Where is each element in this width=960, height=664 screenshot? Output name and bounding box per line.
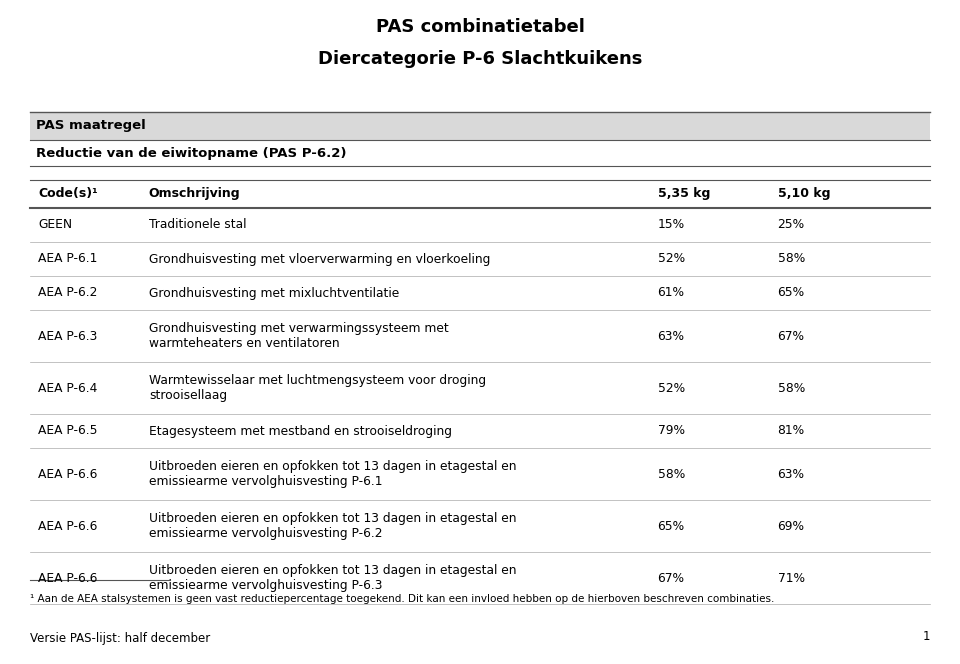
Text: 63%: 63% — [778, 467, 804, 481]
Text: 67%: 67% — [658, 572, 684, 584]
Text: Grondhuisvesting met vloerverwarming en vloerkoeling: Grondhuisvesting met vloerverwarming en … — [149, 252, 491, 266]
Text: AEA P-6.4: AEA P-6.4 — [38, 382, 98, 394]
Text: strooisellaag: strooisellaag — [149, 389, 227, 402]
Text: Diercategorie P-6 Slachtkuikens: Diercategorie P-6 Slachtkuikens — [318, 50, 642, 68]
Text: Code(s)¹: Code(s)¹ — [38, 187, 98, 201]
Text: 69%: 69% — [778, 519, 804, 533]
Text: 58%: 58% — [658, 467, 684, 481]
Text: Grondhuisvesting met mixluchtventilatie: Grondhuisvesting met mixluchtventilatie — [149, 286, 399, 299]
Text: 5,35 kg: 5,35 kg — [658, 187, 710, 201]
Text: 65%: 65% — [778, 286, 804, 299]
Text: 52%: 52% — [658, 252, 684, 266]
Text: AEA P-6.5: AEA P-6.5 — [38, 424, 98, 438]
Text: 81%: 81% — [778, 424, 804, 438]
Text: PAS maatregel: PAS maatregel — [36, 120, 146, 133]
Text: PAS combinatietabel: PAS combinatietabel — [375, 18, 585, 36]
Text: GEEN: GEEN — [38, 218, 73, 232]
Text: AEA P-6.6: AEA P-6.6 — [38, 572, 98, 584]
Text: Grondhuisvesting met verwarmingssysteem met: Grondhuisvesting met verwarmingssysteem … — [149, 322, 448, 335]
Text: Reductie van de eiwitopname (PAS P-6.2): Reductie van de eiwitopname (PAS P-6.2) — [36, 147, 347, 159]
Text: 1: 1 — [923, 630, 930, 643]
Text: Uitbroeden eieren en opfokken tot 13 dagen in etagestal en: Uitbroeden eieren en opfokken tot 13 dag… — [149, 512, 516, 525]
Text: Uitbroeden eieren en opfokken tot 13 dagen in etagestal en: Uitbroeden eieren en opfokken tot 13 dag… — [149, 564, 516, 577]
Text: 65%: 65% — [658, 519, 684, 533]
Text: 67%: 67% — [778, 329, 804, 343]
Text: 25%: 25% — [778, 218, 804, 232]
Text: AEA P-6.1: AEA P-6.1 — [38, 252, 98, 266]
Text: Etagesysteem met mestband en strooiseldroging: Etagesysteem met mestband en strooiseldr… — [149, 424, 452, 438]
Text: AEA P-6.6: AEA P-6.6 — [38, 467, 98, 481]
Text: AEA P-6.2: AEA P-6.2 — [38, 286, 98, 299]
Text: Warmtewisselaar met luchtmengsysteem voor droging: Warmtewisselaar met luchtmengsysteem voo… — [149, 374, 486, 387]
Text: 52%: 52% — [658, 382, 684, 394]
Text: 58%: 58% — [778, 382, 804, 394]
Text: 63%: 63% — [658, 329, 684, 343]
Text: emissiearme vervolghuisvesting P-6.3: emissiearme vervolghuisvesting P-6.3 — [149, 579, 382, 592]
Text: AEA P-6.3: AEA P-6.3 — [38, 329, 98, 343]
Text: 15%: 15% — [658, 218, 684, 232]
Text: 5,10 kg: 5,10 kg — [778, 187, 830, 201]
Text: Omschrijving: Omschrijving — [149, 187, 240, 201]
Text: ¹ Aan de AEA stalsystemen is geen vast reductiepercentage toegekend. Dit kan een: ¹ Aan de AEA stalsystemen is geen vast r… — [30, 594, 775, 604]
Text: 58%: 58% — [778, 252, 804, 266]
Bar — [30, 112, 930, 140]
Text: 79%: 79% — [658, 424, 684, 438]
Text: Traditionele stal: Traditionele stal — [149, 218, 247, 232]
Text: Uitbroeden eieren en opfokken tot 13 dagen in etagestal en: Uitbroeden eieren en opfokken tot 13 dag… — [149, 460, 516, 473]
Text: emissiearme vervolghuisvesting P-6.1: emissiearme vervolghuisvesting P-6.1 — [149, 475, 382, 488]
Text: Versie PAS-lijst: half december: Versie PAS-lijst: half december — [30, 632, 210, 645]
Text: emissiearme vervolghuisvesting P-6.2: emissiearme vervolghuisvesting P-6.2 — [149, 527, 382, 540]
Text: AEA P-6.6: AEA P-6.6 — [38, 519, 98, 533]
Text: warmteheaters en ventilatoren: warmteheaters en ventilatoren — [149, 337, 340, 350]
Text: 61%: 61% — [658, 286, 684, 299]
Text: 71%: 71% — [778, 572, 804, 584]
